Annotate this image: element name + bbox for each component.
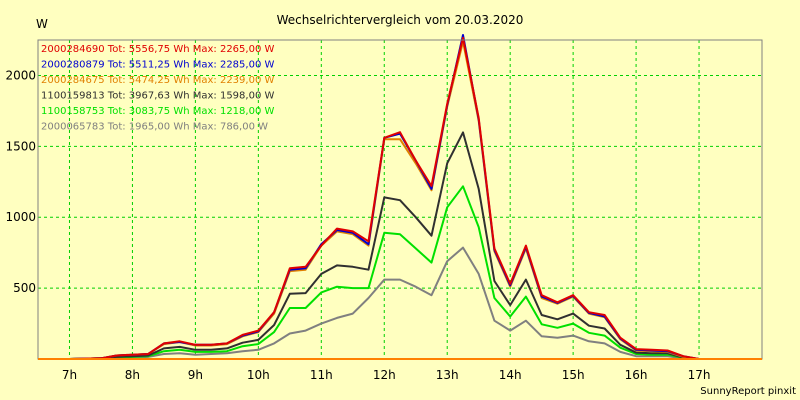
tick-label-layer: 7h 8h 9h 10h 11h 12h 13h 14h 15h 16h 17h 500 1000 150…: [5, 68, 710, 382]
footer-credit: SunnyReport pinxit: [700, 386, 796, 397]
x-tick-label: 14h: [499, 368, 522, 382]
legend-entry-1100159813: 1100159813 Tot: 3967,63 Wh Max: 1598,00 …: [41, 91, 274, 102]
x-tick-label: 16h: [625, 368, 648, 382]
series-layer: [38, 34, 762, 360]
x-tick-label: 17h: [688, 368, 711, 382]
x-tick-label: 9h: [188, 368, 203, 382]
series-line-2000284690: [38, 36, 762, 360]
y-tick-label: 2000: [5, 68, 36, 82]
series-line-1100159813: [38, 131, 762, 360]
series-line-1100158753: [38, 185, 762, 360]
legend-entry-2000284690: 2000284690 Tot: 5556,75 Wh Max: 2265,00 …: [41, 44, 274, 55]
series-line-2000065783: [38, 246, 762, 360]
x-tick-label: 15h: [562, 368, 585, 382]
legend-layer: 2000284690 Tot: 5556,75 Wh Max: 2265,00 …: [41, 44, 274, 133]
legend-entry-1100158753: 1100158753 Tot: 3083,75 Wh Max: 1218,00 …: [41, 106, 274, 117]
x-tick-label: 8h: [125, 368, 140, 382]
x-tick-label: 11h: [310, 368, 333, 382]
x-tick-label: 10h: [247, 368, 270, 382]
x-tick-label: 13h: [436, 368, 459, 382]
chart-title: Wechselrichtervergleich vom 20.03.2020: [277, 13, 524, 27]
y-tick-label: 1500: [5, 139, 36, 153]
x-tick-label: 12h: [373, 368, 396, 382]
legend-entry-2000280879: 2000280879 Tot: 5511,25 Wh Max: 2285,00 …: [41, 60, 274, 71]
y-tick-label: 1000: [5, 210, 36, 224]
axis-layer: [37, 39, 763, 360]
y-tick-label: 500: [13, 281, 36, 295]
y-axis-label: W: [36, 17, 48, 31]
x-tick-label: 7h: [62, 368, 77, 382]
legend-entry-2000284675: 2000284675 Tot: 5474,25 Wh Max: 2239,00 …: [41, 75, 274, 86]
legend-entry-2000065783: 2000065783 Tot: 1965,00 Wh Max: 786,00 W: [41, 122, 268, 133]
